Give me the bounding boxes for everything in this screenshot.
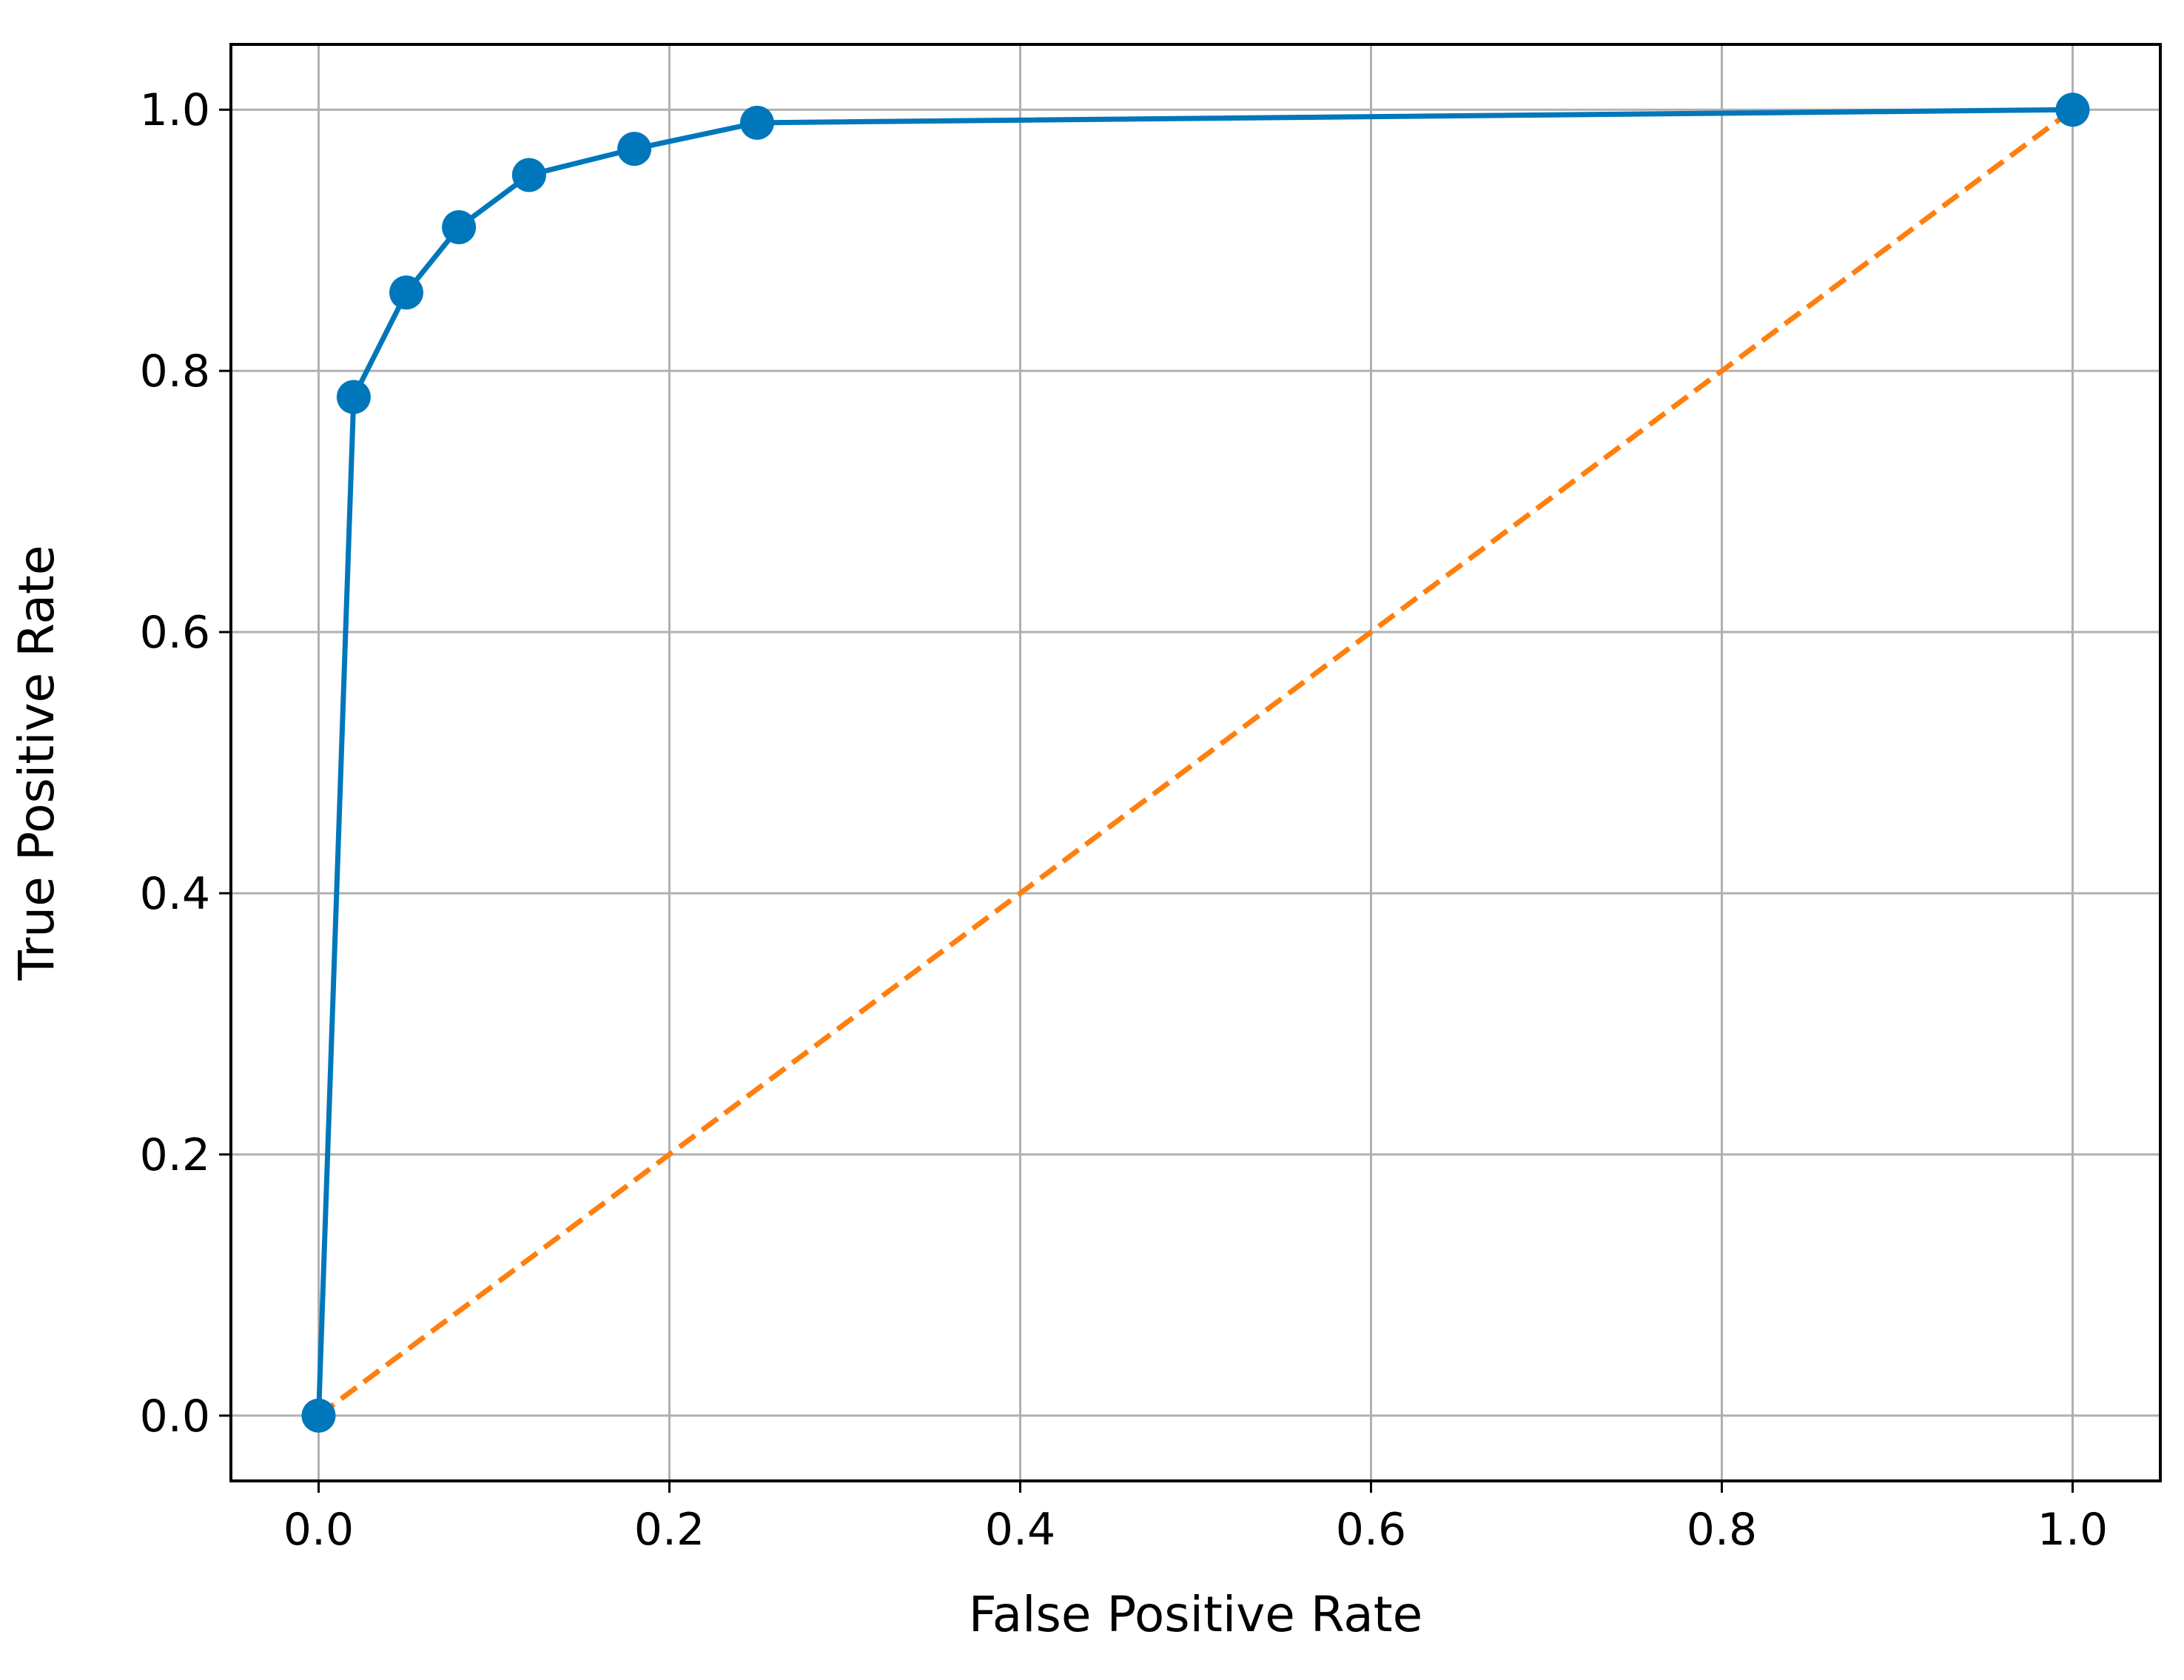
roc-point (301, 1398, 336, 1433)
y-axis-label: True Positive Rate (8, 545, 65, 981)
x-tick-label: 0.8 (1687, 1504, 1757, 1556)
roc-point (336, 380, 371, 414)
roc-point (389, 275, 423, 310)
roc-point (442, 210, 477, 245)
roc-point (740, 105, 774, 140)
x-tick-label: 0.6 (1336, 1504, 1406, 1556)
x-tick-label: 0.0 (283, 1504, 354, 1556)
roc-curve-series (301, 93, 2090, 1433)
x-tick-label: 1.0 (2037, 1504, 2108, 1556)
roc-point (511, 158, 546, 192)
x-tick-label: 0.4 (985, 1504, 1055, 1556)
y-tick-label: 0.0 (140, 1391, 210, 1442)
x-tick-label: 0.2 (634, 1504, 705, 1556)
roc-point (2055, 93, 2090, 127)
y-tick-label: 0.8 (140, 346, 210, 397)
x-axis-label: False Positive Rate (969, 1586, 1422, 1643)
y-tick-label: 1.0 (140, 84, 210, 136)
plot-frame (229, 43, 2162, 1482)
roc-curve-line (316, 107, 2073, 1416)
axis-ticks: 0.0 0.2 0.4 0.6 0.8 1.0 0.0 0.2 0.4 0.6 0.8 1.0 (140, 84, 2109, 1556)
y-tick-label: 0.6 (140, 607, 210, 659)
grid (231, 44, 2160, 1481)
roc-point (617, 132, 652, 167)
y-tick-label: 0.4 (140, 868, 210, 920)
y-tick-label: 0.2 (140, 1129, 210, 1181)
